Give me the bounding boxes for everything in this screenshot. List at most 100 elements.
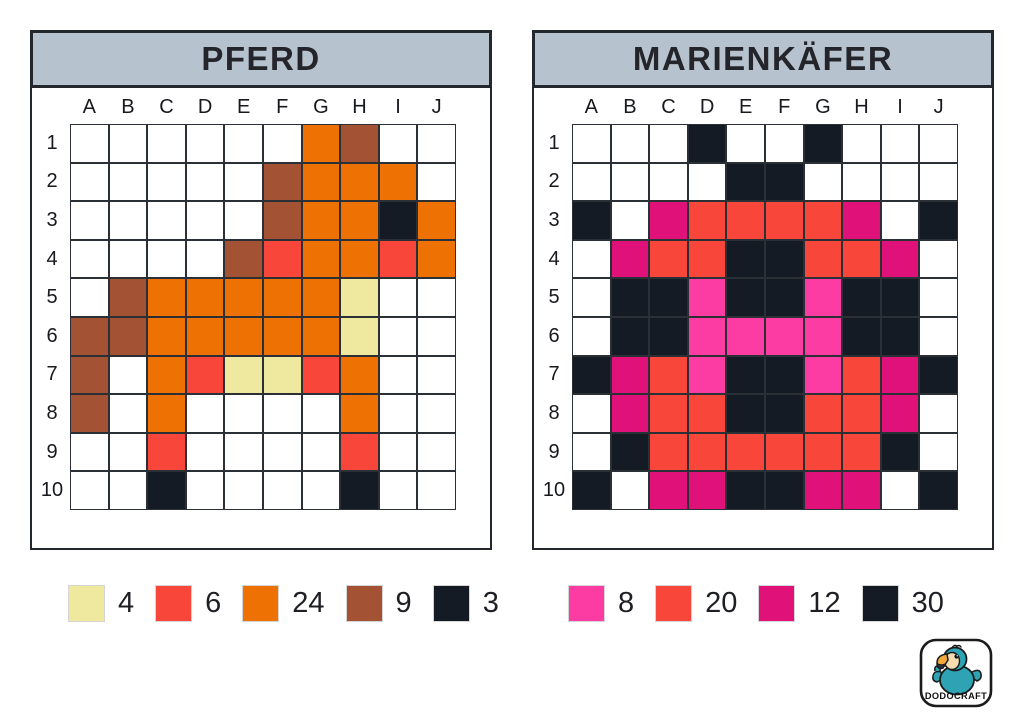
grid-cell-A2 <box>572 162 611 202</box>
grid-cell-D4 <box>185 239 225 279</box>
grid-cell-H8 <box>842 394 881 433</box>
grid-cell-B1 <box>108 124 148 163</box>
grid-cell-C10 <box>147 471 186 510</box>
grid-cell-I5 <box>880 278 920 317</box>
legend-item-cream: 4 <box>68 585 134 622</box>
row-label-3: 3 <box>548 208 560 231</box>
grid-cell-G6 <box>301 316 341 356</box>
grid-cell-A4 <box>70 239 109 279</box>
grid-cell-J1 <box>417 124 456 163</box>
legend-item-black: 30 <box>861 585 944 622</box>
row-label-10: 10 <box>542 479 566 502</box>
grid-cell-B3 <box>108 201 148 240</box>
puzzle-header-pferd: PFERD <box>30 30 492 88</box>
grid-cell-C6 <box>147 316 186 356</box>
grid-cell-E8 <box>224 394 263 433</box>
grid-cell-B7 <box>108 355 148 395</box>
column-label-B: B <box>121 96 135 118</box>
grid-cell-C5 <box>147 278 186 317</box>
grid-cell-D2 <box>687 162 727 202</box>
row-label-5: 5 <box>548 286 560 309</box>
grid-cell-G7 <box>803 355 843 395</box>
legend-count-cream: 4 <box>118 587 135 619</box>
column-label-I: I <box>395 96 401 118</box>
grid-cell-F6 <box>262 316 302 356</box>
dodo-bird-icon: DODOCRAFT <box>919 638 993 708</box>
grid-cell-I9 <box>880 432 920 472</box>
grid-cell-I10 <box>378 471 418 510</box>
grid-cell-H10 <box>842 471 881 510</box>
puzzle-body-pferd: A B C D E F G H I J 1 2 3 4 5 6 7 8 9 10 <box>30 88 492 550</box>
grid-cell-I5 <box>378 278 418 317</box>
grid-cell-G5 <box>301 278 341 317</box>
grid-cell-B9 <box>610 432 650 472</box>
grid-cell-I7 <box>378 355 418 395</box>
grid-cell-H1 <box>842 124 881 163</box>
row-label-4: 4 <box>548 247 560 270</box>
grid-cell-C7 <box>147 355 186 395</box>
legend-count-black: 30 <box>911 587 944 619</box>
grid-cell-G4 <box>301 239 341 279</box>
grid-cell-D2 <box>185 162 225 202</box>
grid-cell-B10 <box>108 471 148 510</box>
grid-cell-J10 <box>417 471 456 510</box>
grid-cell-E5 <box>224 278 263 317</box>
legend-swatch-pink <box>568 585 605 622</box>
grid-corner <box>34 91 70 124</box>
legend-item-orange: 24 <box>242 585 325 622</box>
color-legend-marienkaefer: 8 20 12 30 <box>568 585 944 622</box>
grid-cell-H10 <box>340 471 379 510</box>
grid-cell-J8 <box>919 394 958 433</box>
grid-cell-A7 <box>572 355 611 395</box>
puzzle-title-pferd: PFERD <box>201 40 321 77</box>
legend-item-red: 20 <box>655 585 737 622</box>
grid-cell-D4 <box>687 239 727 279</box>
row-label-9: 9 <box>548 440 560 463</box>
row-label-2: 2 <box>46 170 58 193</box>
legend-count-red: 6 <box>205 587 222 619</box>
grid-cell-B5 <box>108 278 148 317</box>
grid-cell-F8 <box>764 394 804 433</box>
grid-cell-A5 <box>572 278 611 317</box>
grid-cell-C8 <box>147 394 186 433</box>
grid-cell-D9 <box>687 432 727 472</box>
grid-cell-D5 <box>185 278 225 317</box>
grid-cell-B2 <box>108 162 148 202</box>
grid-cell-G1 <box>803 124 843 163</box>
grid-cell-B8 <box>610 394 650 433</box>
grid-cell-A8 <box>572 394 611 433</box>
grid-cell-E3 <box>224 201 263 240</box>
grid-cell-F4 <box>262 239 302 279</box>
grid-cell-F5 <box>764 278 804 317</box>
grid-cell-H5 <box>842 278 881 317</box>
logo-brand-text: DODOCRAFT <box>925 691 987 701</box>
grid-cell-C2 <box>649 162 688 202</box>
grid-cell-B8 <box>108 394 148 433</box>
grid-cell-G5 <box>803 278 843 317</box>
grid-cell-E9 <box>224 432 263 472</box>
legend-swatch-black <box>861 585 899 622</box>
column-label-H: H <box>854 96 869 118</box>
grid-cell-I10 <box>880 471 920 510</box>
column-label-I: I <box>897 96 903 118</box>
grid-cell-C3 <box>147 201 186 240</box>
grid-cell-G10 <box>803 471 843 510</box>
row-label-1: 1 <box>548 131 560 154</box>
grid-cell-H6 <box>340 316 379 356</box>
grid-cell-I2 <box>378 162 418 202</box>
grid-cell-F3 <box>764 201 804 240</box>
pixel-grid-marienkaefer: A B C D E F G H I J 1 2 3 4 5 6 7 8 9 10 <box>536 91 992 510</box>
grid-cell-I7 <box>880 355 920 395</box>
grid-cell-I6 <box>378 316 418 356</box>
grid-cell-B4 <box>108 239 148 279</box>
grid-cell-F6 <box>764 316 804 356</box>
grid-cell-C4 <box>147 239 186 279</box>
grid-cell-J5 <box>417 278 456 317</box>
grid-cell-H3 <box>842 201 881 240</box>
grid-cell-G8 <box>301 394 341 433</box>
grid-cell-J2 <box>417 162 456 202</box>
grid-cell-D10 <box>687 471 727 510</box>
grid-cell-D1 <box>687 124 727 163</box>
legend-swatch-red <box>655 585 693 622</box>
grid-cell-G2 <box>301 162 341 202</box>
